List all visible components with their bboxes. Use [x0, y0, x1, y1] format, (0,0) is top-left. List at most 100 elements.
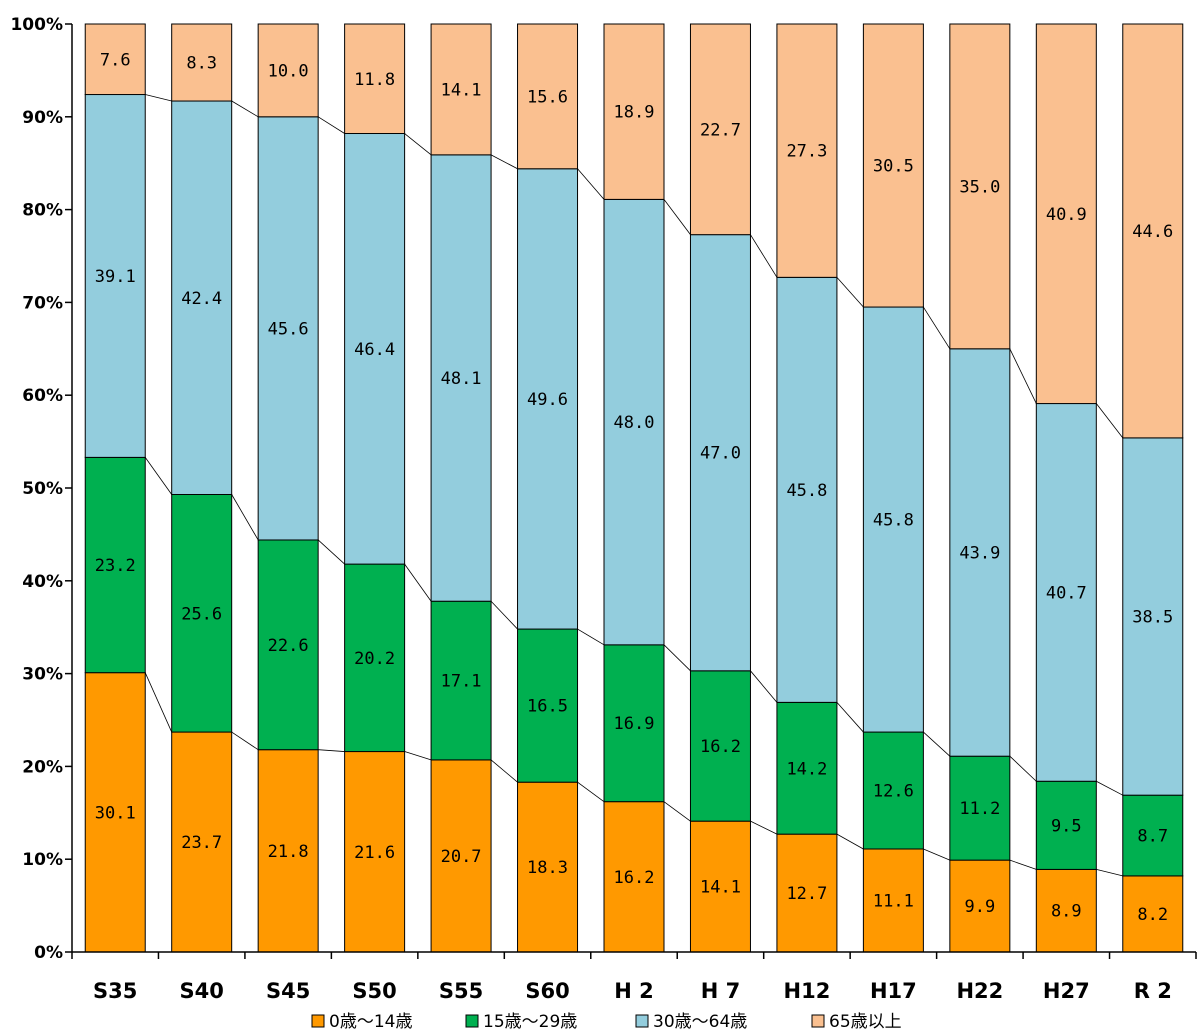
legend: 0歳～14歳 15歳～29歳 30歳～64歳 65歳以上	[311, 1012, 902, 1032]
series-line	[577, 168, 605, 200]
y-tick-label: 60%	[22, 386, 63, 406]
legend-swatch	[465, 1014, 479, 1028]
bar-segment	[257, 539, 319, 751]
data-label: 48.0	[614, 413, 655, 433]
series-line	[1095, 403, 1124, 439]
series-line	[923, 731, 951, 757]
x-tick-label: S55	[439, 979, 483, 1003]
y-tick-label: 70%	[22, 293, 63, 313]
x-tick-label: H17	[870, 979, 917, 1003]
series-line	[490, 154, 518, 170]
bar-segment	[430, 23, 492, 156]
x-tick-label: H 7	[701, 979, 741, 1003]
series-line	[750, 234, 778, 278]
data-label: 40.9	[1046, 205, 1087, 225]
data-label: 15.6	[527, 87, 568, 107]
x-tick-label: S60	[525, 979, 569, 1003]
y-tick-label: 20%	[22, 757, 63, 777]
bar-segment	[1035, 23, 1097, 405]
data-label: 20.7	[441, 847, 482, 867]
y-tick-label: 30%	[22, 665, 63, 685]
series-line	[490, 759, 518, 783]
data-label: 49.6	[527, 390, 568, 410]
bar-segment	[862, 848, 924, 953]
data-label: 22.7	[700, 120, 741, 140]
bar-segment	[689, 670, 751, 822]
series-line	[145, 94, 172, 102]
legend-label: 0歳～14歳	[329, 1012, 412, 1032]
data-label: 30.1	[95, 803, 136, 823]
data-label: 45.8	[873, 511, 914, 531]
bar-segment	[84, 456, 146, 674]
x-tick-label: S40	[180, 979, 224, 1003]
data-label: 43.9	[959, 543, 1000, 563]
legend-label: 65歳以上	[829, 1012, 902, 1032]
data-label: 21.8	[268, 842, 309, 862]
series-line	[317, 539, 345, 565]
series-line	[317, 116, 345, 134]
data-label: 11.2	[959, 799, 1000, 819]
series-line	[1009, 859, 1037, 870]
bar-segment	[1035, 868, 1097, 953]
bar-segment	[1035, 403, 1097, 782]
data-label: 48.1	[441, 369, 482, 389]
data-label: 9.9	[964, 897, 995, 917]
bar-segment	[776, 276, 838, 703]
bar-segment	[344, 23, 406, 135]
bar-segment	[949, 23, 1011, 350]
series-line	[1009, 348, 1037, 404]
bar-segment	[1035, 780, 1097, 870]
series-line	[231, 731, 259, 751]
data-label: 10.0	[268, 61, 309, 81]
x-tick-label: H22	[956, 979, 1003, 1003]
data-label: 23.2	[95, 556, 136, 576]
bar-segment	[517, 781, 579, 953]
series-line	[750, 820, 778, 835]
bar-segment	[603, 198, 665, 646]
series-line	[836, 702, 864, 733]
data-label: 42.4	[181, 289, 222, 309]
series-line	[231, 100, 259, 118]
series-lines-layer	[144, 94, 1124, 877]
bar-segment	[1122, 875, 1184, 953]
x-tick-label: S35	[93, 979, 137, 1003]
series-line	[144, 457, 173, 495]
bar-segment	[171, 100, 233, 495]
bar-segment	[603, 801, 665, 953]
series-line	[663, 199, 691, 235]
data-label: 12.6	[873, 782, 914, 802]
series-line	[923, 306, 951, 350]
data-label: 7.6	[100, 50, 131, 70]
bar-segment	[603, 644, 665, 803]
bar-segment	[517, 23, 579, 170]
data-label: 12.7	[786, 884, 827, 904]
legend-swatch	[635, 1014, 649, 1028]
bar-segment	[171, 493, 233, 733]
bars-layer	[84, 23, 1184, 953]
series-line	[836, 277, 864, 308]
series-line	[1096, 869, 1123, 877]
bar-segment	[776, 833, 838, 953]
data-label: 8.7	[1137, 827, 1168, 847]
series-line	[750, 670, 778, 703]
bar-segment	[689, 820, 751, 953]
y-tick-label: 0%	[34, 943, 63, 963]
data-label: 44.6	[1132, 222, 1173, 242]
series-line	[577, 781, 605, 802]
series-line	[231, 494, 259, 541]
series-line	[1009, 755, 1037, 782]
series-line	[836, 833, 864, 850]
data-label: 9.5	[1051, 816, 1082, 836]
data-label: 11.1	[873, 891, 914, 911]
data-label: 16.2	[700, 737, 741, 757]
data-label: 8.9	[1051, 902, 1082, 922]
series-line	[318, 749, 345, 752]
data-label: 38.5	[1132, 608, 1173, 628]
bar-segment	[344, 751, 406, 953]
series-line	[404, 563, 432, 602]
bar-segment	[862, 23, 924, 308]
bar-segment	[689, 23, 751, 236]
data-label: 14.1	[441, 80, 482, 100]
data-label: 16.5	[527, 697, 568, 717]
bar-segment	[603, 23, 665, 200]
